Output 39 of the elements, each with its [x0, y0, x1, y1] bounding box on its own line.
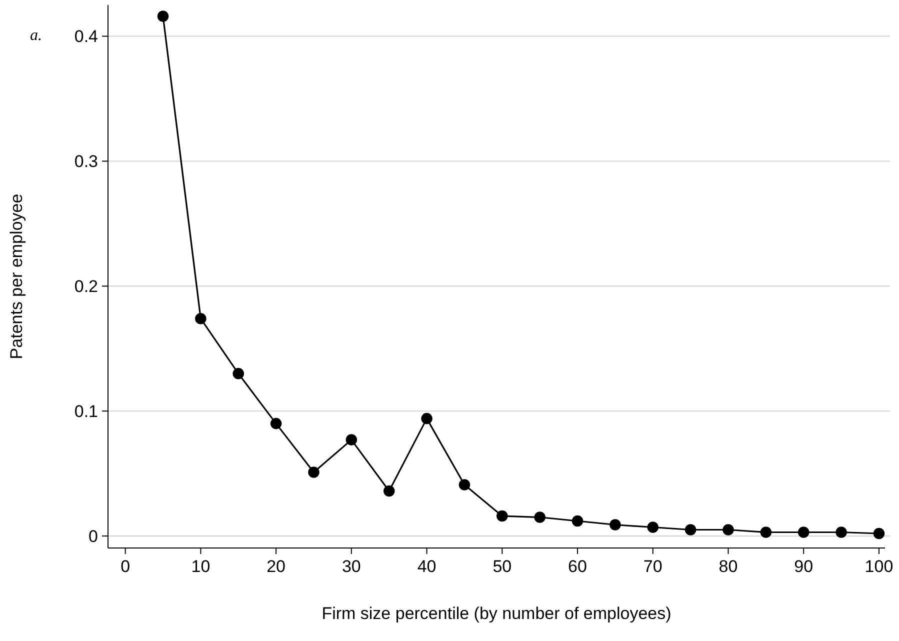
point: [534, 512, 546, 523]
point: [383, 485, 395, 497]
point: [798, 526, 810, 538]
point: [572, 515, 584, 527]
y-tick-label: 0.3: [74, 152, 98, 172]
point: [496, 510, 508, 522]
x-tick-label: 30: [342, 557, 361, 576]
y-tick-label: 0.2: [74, 277, 98, 296]
point: [722, 524, 734, 536]
x-tick-label: 100: [864, 557, 894, 576]
y-tick-label: 0: [88, 526, 98, 546]
text: a.: [30, 27, 42, 44]
x-tick-label: 40: [417, 557, 436, 576]
x-tick-label: 60: [568, 557, 587, 576]
point: [873, 528, 885, 540]
point: [760, 526, 772, 538]
point: [270, 418, 282, 430]
point: [647, 522, 659, 533]
x-tick-label: 0: [120, 557, 130, 576]
x-tick-label: 10: [191, 557, 210, 576]
point: [195, 312, 206, 324]
x-tick-label: 50: [492, 557, 512, 576]
x-tick-label: 80: [718, 557, 738, 576]
x-tick-label: 70: [643, 557, 662, 576]
x-tick-label: 90: [794, 557, 814, 576]
point: [684, 524, 696, 536]
point: [346, 434, 358, 446]
point: [421, 412, 432, 424]
y-axis-title: Patents per employee: [7, 194, 26, 360]
point: [610, 519, 621, 530]
y-tick-label: 0.4: [74, 27, 98, 46]
point: [458, 479, 470, 490]
point: [157, 10, 169, 22]
y-tick-label: 0.1: [74, 402, 98, 422]
x-axis-title: Firm size percentile (by number of employees): [322, 604, 672, 623]
point: [836, 526, 847, 538]
point: [308, 466, 320, 478]
x-tick-label: 20: [266, 557, 286, 576]
point: [232, 368, 244, 380]
